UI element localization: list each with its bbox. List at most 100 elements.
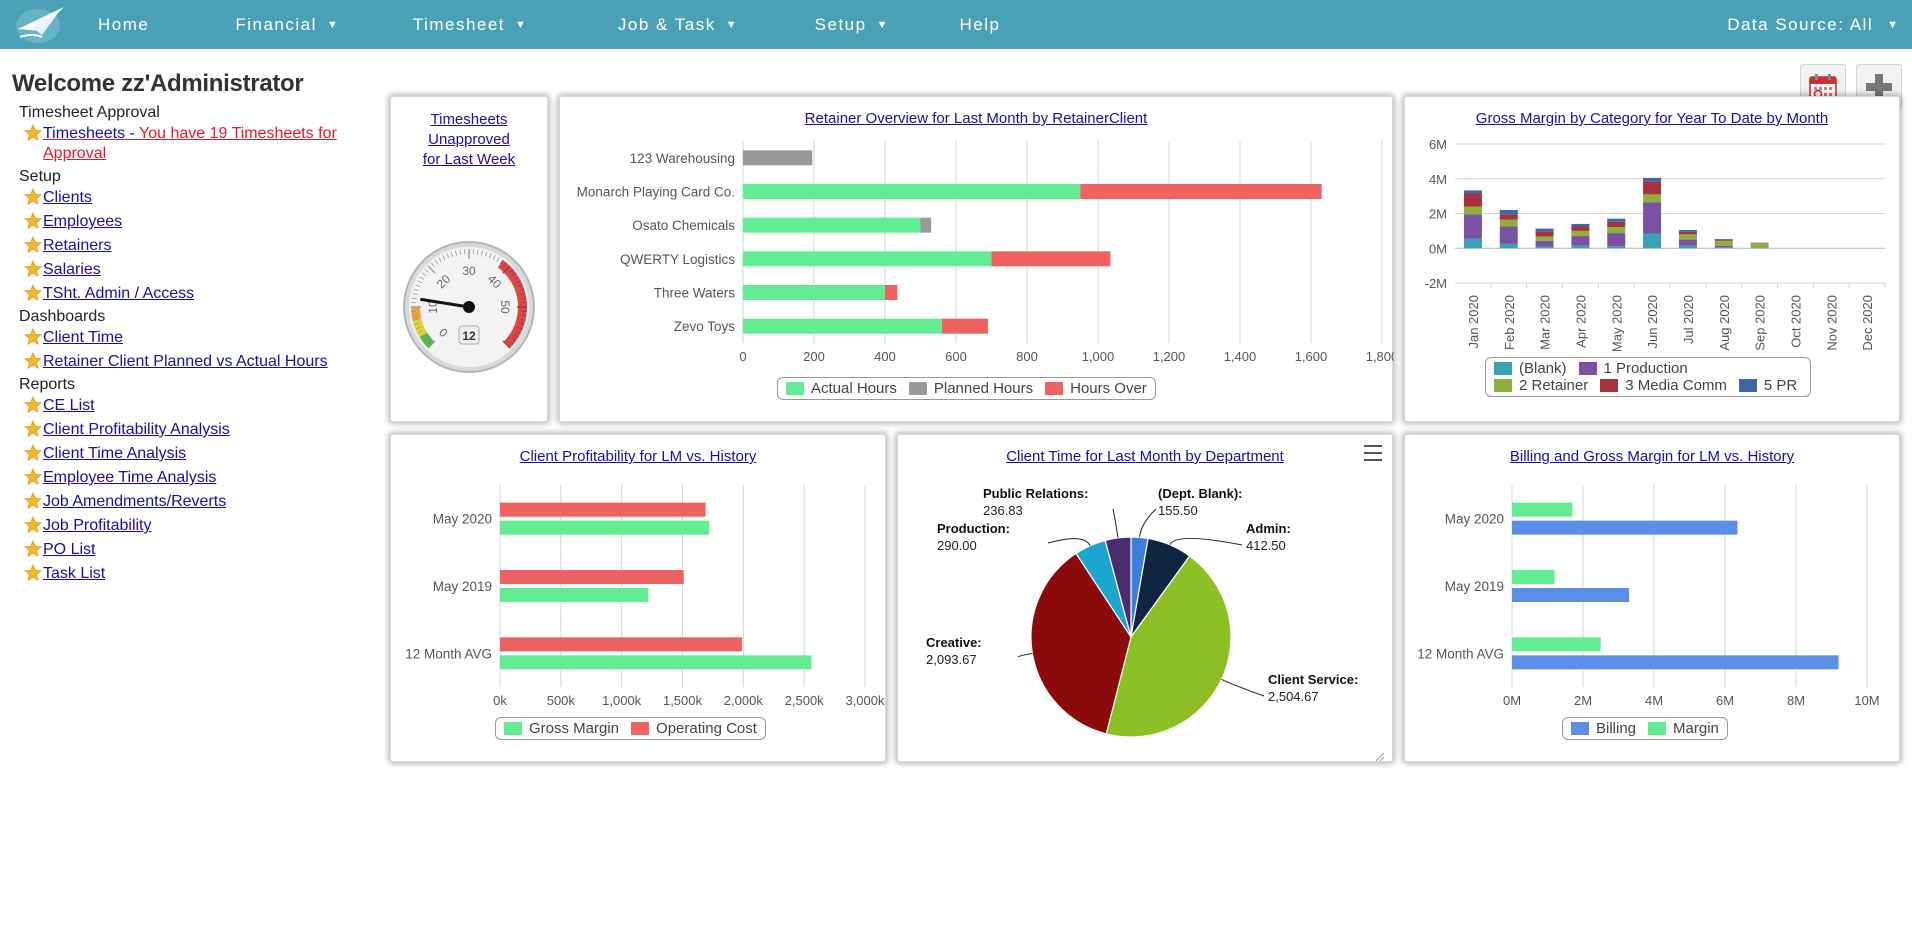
legend-item[interactable]: Margin	[1648, 720, 1719, 737]
legend-item[interactable]: (Blank)	[1494, 360, 1567, 377]
gross-margin-chart[interactable]: -2M 0M 2M 4M 6M Jan 2020 Feb 2020 Mar 2020 Apr 2…	[1405, 97, 1901, 423]
bar-2-retainer[interactable]	[1535, 236, 1554, 241]
bar-3-media-comm[interactable]	[1499, 214, 1518, 220]
bar-planned-hours[interactable]	[743, 150, 813, 166]
bar-2-retainer[interactable]	[1607, 227, 1626, 234]
sidebar-link-job-profitability[interactable]: Job Profitability	[43, 517, 152, 534]
bar-1-production[interactable]	[1607, 233, 1626, 247]
bar-actual-hours[interactable]	[743, 285, 885, 300]
client-time-title[interactable]: Client Time for Last Month by Department	[1006, 448, 1284, 465]
legend-item[interactable]: 5 PR	[1738, 377, 1797, 394]
nav-item-setup[interactable]: Setup ▼	[815, 15, 888, 35]
bar-2-retainer[interactable]	[1463, 206, 1482, 215]
bar-3-media-comm[interactable]	[1678, 231, 1697, 235]
billing-title[interactable]: Billing and Gross Margin for LM vs. Hist…	[1509, 448, 1795, 465]
bar-margin[interactable]	[1512, 570, 1555, 584]
sidebar-link-client-time-analysis[interactable]: Client Time Analysis	[43, 445, 187, 462]
pie-slice-creative[interactable]	[1030, 552, 1132, 735]
bar--blank-[interactable]	[1750, 247, 1769, 249]
bar-actual-hours[interactable]	[743, 184, 1081, 199]
nav-item-help[interactable]: Help	[959, 15, 1000, 35]
bar-hours-over[interactable]	[991, 251, 1111, 267]
bar--blank-[interactable]	[1571, 245, 1590, 249]
bar-2-retainer[interactable]	[1714, 240, 1733, 246]
bar-5-pr[interactable]	[1607, 218, 1626, 222]
bar-1-production[interactable]	[1535, 240, 1554, 247]
bar-planned-hours[interactable]	[920, 217, 932, 233]
bar--blank-[interactable]	[1714, 247, 1733, 249]
bar-margin[interactable]	[1512, 502, 1573, 517]
pie-slice-client-service[interactable]	[1105, 555, 1232, 738]
bar-1-production[interactable]	[1499, 226, 1518, 244]
chart-menu-icon[interactable]	[1364, 445, 1382, 461]
sidebar-link-tsht-admin-access[interactable]: TSht. Admin / Access	[43, 285, 195, 302]
bar-gross-margin[interactable]	[500, 655, 812, 670]
bar--blank-[interactable]	[1499, 243, 1518, 249]
bar-actual-hours[interactable]	[743, 217, 921, 233]
sidebar-link-clients[interactable]: Clients	[43, 189, 92, 206]
bar-1-production[interactable]	[1678, 239, 1697, 246]
sidebar-link-client-time[interactable]: Client Time	[43, 329, 124, 346]
legend-item[interactable]: Operating Cost	[631, 720, 757, 737]
bar-operating-cost[interactable]	[500, 570, 684, 584]
bar-5-pr[interactable]	[1678, 230, 1697, 232]
bar-5-pr[interactable]	[1571, 223, 1590, 227]
retainer-title[interactable]: Retainer Overview for Last Month by Reta…	[804, 110, 1148, 127]
bar-3-media-comm[interactable]	[1607, 221, 1626, 228]
legend-item[interactable]: 3 Media Comm	[1600, 377, 1727, 394]
bar-2-retainer[interactable]	[1499, 219, 1518, 227]
bar-2-retainer[interactable]	[1678, 234, 1697, 240]
legend-item[interactable]: Hours Over	[1045, 380, 1147, 397]
nav-item-timesheet[interactable]: Timesheet ▼	[413, 15, 526, 35]
sidebar-link-po-list[interactable]: PO List	[43, 541, 96, 558]
bar-5-pr[interactable]	[1463, 190, 1482, 194]
logo-icon[interactable]	[12, 3, 68, 45]
bar-gross-margin[interactable]	[500, 520, 710, 535]
bar-3-media-comm[interactable]	[1535, 231, 1554, 237]
resize-grip-icon[interactable]	[1375, 752, 1385, 762]
bar-1-production[interactable]	[1643, 202, 1662, 234]
retainer-chart[interactable]: 0 200 400 600 800 1,000 1,200 1,400 1,600 1,800 12…	[560, 97, 1394, 423]
bar-margin[interactable]	[1512, 637, 1601, 652]
profitability-chart[interactable]: 0k 500k 1,000k 1,500k 2,000k 2,500k 3,000k May …	[391, 435, 887, 763]
calendar-button[interactable]	[1800, 64, 1846, 110]
bar-billing[interactable]	[1512, 520, 1738, 535]
bar--blank-[interactable]	[1535, 246, 1554, 249]
sidebar-link-client-profitability-analysis[interactable]: Client Profitability Analysis	[43, 421, 230, 438]
bar-5-pr[interactable]	[1643, 177, 1662, 182]
data-source-menu[interactable]: Data Source: All ▼	[1727, 0, 1898, 49]
bar-5-pr[interactable]	[1499, 210, 1518, 215]
bar-gross-margin[interactable]	[500, 588, 649, 602]
legend-item[interactable]: 2 Retainer	[1494, 377, 1588, 394]
bar-billing[interactable]	[1512, 588, 1630, 602]
bar-1-production[interactable]	[1463, 214, 1482, 239]
bar-3-media-comm[interactable]	[1643, 181, 1662, 195]
bar-operating-cost[interactable]	[500, 502, 706, 517]
legend-item[interactable]: Planned Hours	[908, 380, 1033, 397]
legend-item[interactable]: 1 Production	[1578, 360, 1688, 377]
bar--blank-[interactable]	[1678, 245, 1697, 249]
gross-margin-title[interactable]: Gross Margin by Category for Year To Dat…	[1475, 110, 1829, 127]
bar-hours-over[interactable]	[1080, 184, 1322, 199]
bar-operating-cost[interactable]	[500, 637, 743, 652]
bar-1-production[interactable]	[1571, 236, 1590, 246]
bar--blank-[interactable]	[1463, 238, 1482, 249]
bar-2-retainer[interactable]	[1571, 230, 1590, 237]
profitability-title[interactable]: Client Profitability for LM vs. History	[519, 448, 757, 465]
client-time-chart[interactable]: (Dept. Blank): 155.50 Admin: 412.50 Client S…	[898, 435, 1394, 763]
bar--blank-[interactable]	[1607, 246, 1626, 249]
nav-item-home[interactable]: Home	[98, 15, 149, 35]
nav-item-job-task[interactable]: Job & Task ▼	[618, 15, 737, 35]
sidebar-link-employee-time-analysis[interactable]: Employee Time Analysis	[43, 469, 217, 486]
bar-hours-over[interactable]	[941, 318, 988, 334]
legend-item[interactable]: Billing	[1571, 720, 1636, 737]
bar-5-pr[interactable]	[1714, 239, 1733, 240]
bar-3-media-comm[interactable]	[1714, 239, 1733, 241]
gauge-title-link[interactable]: Timesheets Unapproved for Last Week	[422, 111, 516, 168]
bar-2-retainer[interactable]	[1643, 194, 1662, 203]
bar-3-media-comm[interactable]	[1571, 226, 1590, 231]
bar-actual-hours[interactable]	[743, 251, 992, 267]
sidebar-link-retainers[interactable]: Retainers	[43, 237, 112, 254]
bar-1-production[interactable]	[1714, 245, 1733, 248]
